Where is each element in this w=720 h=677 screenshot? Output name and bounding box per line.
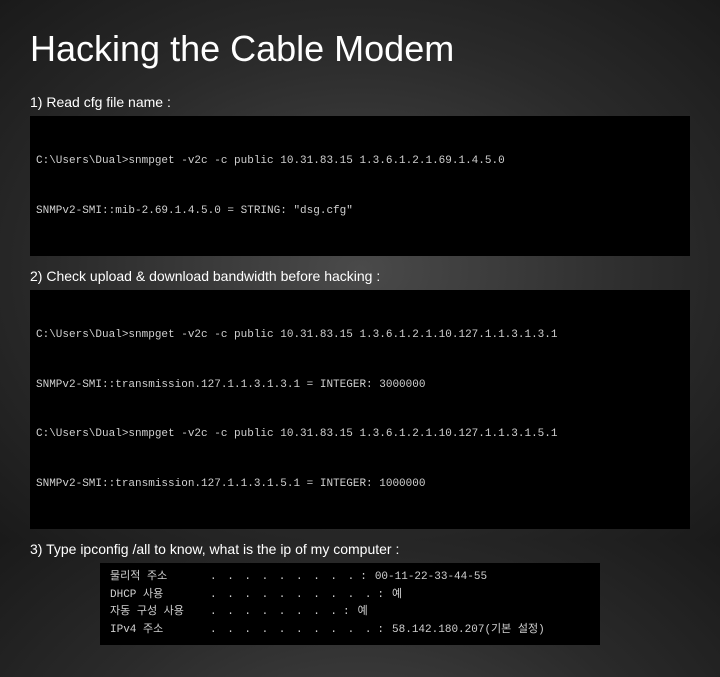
terminal-block-1: C:\Users\Dual>snmpget -v2c -c public 10.… [30,116,690,256]
terminal-block-3: 물리적 주소 . . . . . . . . . : 00-11-22-33-4… [100,563,600,645]
ipconfig-label: DHCP 사용 [110,587,210,605]
terminal-line: SNMPv2-SMI::transmission.127.1.1.3.1.5.1… [36,476,684,493]
ipconfig-row: IPv4 주소 . . . . . . . . . . : 58.142.180… [110,622,590,640]
ipconfig-label: 자동 구성 사용 [110,604,210,622]
dots: . . . . . . . . . . [210,622,373,640]
colon: : [377,622,384,640]
ipconfig-value: 00-11-22-33-44-55 [375,569,487,587]
step-2-label: 2) Check upload & download bandwidth bef… [30,268,690,284]
slide-title: Hacking the Cable Modem [30,28,690,70]
dots: . . . . . . . . . [210,569,356,587]
ipconfig-row: 물리적 주소 . . . . . . . . . : 00-11-22-33-4… [110,569,590,587]
ipconfig-row: 자동 구성 사용 . . . . . . . . : 예 [110,604,590,622]
colon: : [343,604,350,622]
terminal-block-2: C:\Users\Dual>snmpget -v2c -c public 10.… [30,290,690,529]
ipconfig-row: DHCP 사용 . . . . . . . . . . : 예 [110,587,590,605]
dots: . . . . . . . . . . [210,587,373,605]
colon: : [377,587,384,605]
terminal-line: SNMPv2-SMI::mib-2.69.1.4.5.0 = STRING: "… [36,203,684,220]
step-1-label: 1) Read cfg file name : [30,94,690,110]
terminal-line: SNMPv2-SMI::transmission.127.1.1.3.1.3.1… [36,377,684,394]
slide-container: Hacking the Cable Modem 1) Read cfg file… [0,0,720,677]
step-3-label: 3) Type ipconfig /all to know, what is t… [30,541,690,557]
ipconfig-label: 물리적 주소 [110,569,210,587]
terminal-line: C:\Users\Dual>snmpget -v2c -c public 10.… [36,426,684,443]
dots: . . . . . . . . [210,604,339,622]
ipconfig-label: IPv4 주소 [110,622,210,640]
terminal-line: C:\Users\Dual>snmpget -v2c -c public 10.… [36,327,684,344]
terminal-line: C:\Users\Dual>snmpget -v2c -c public 10.… [36,153,684,170]
ipconfig-value: 예 [358,604,368,622]
ipconfig-value: 예 [392,587,402,605]
ipconfig-value: 58.142.180.207(기본 설정) [392,622,545,640]
colon: : [360,569,367,587]
